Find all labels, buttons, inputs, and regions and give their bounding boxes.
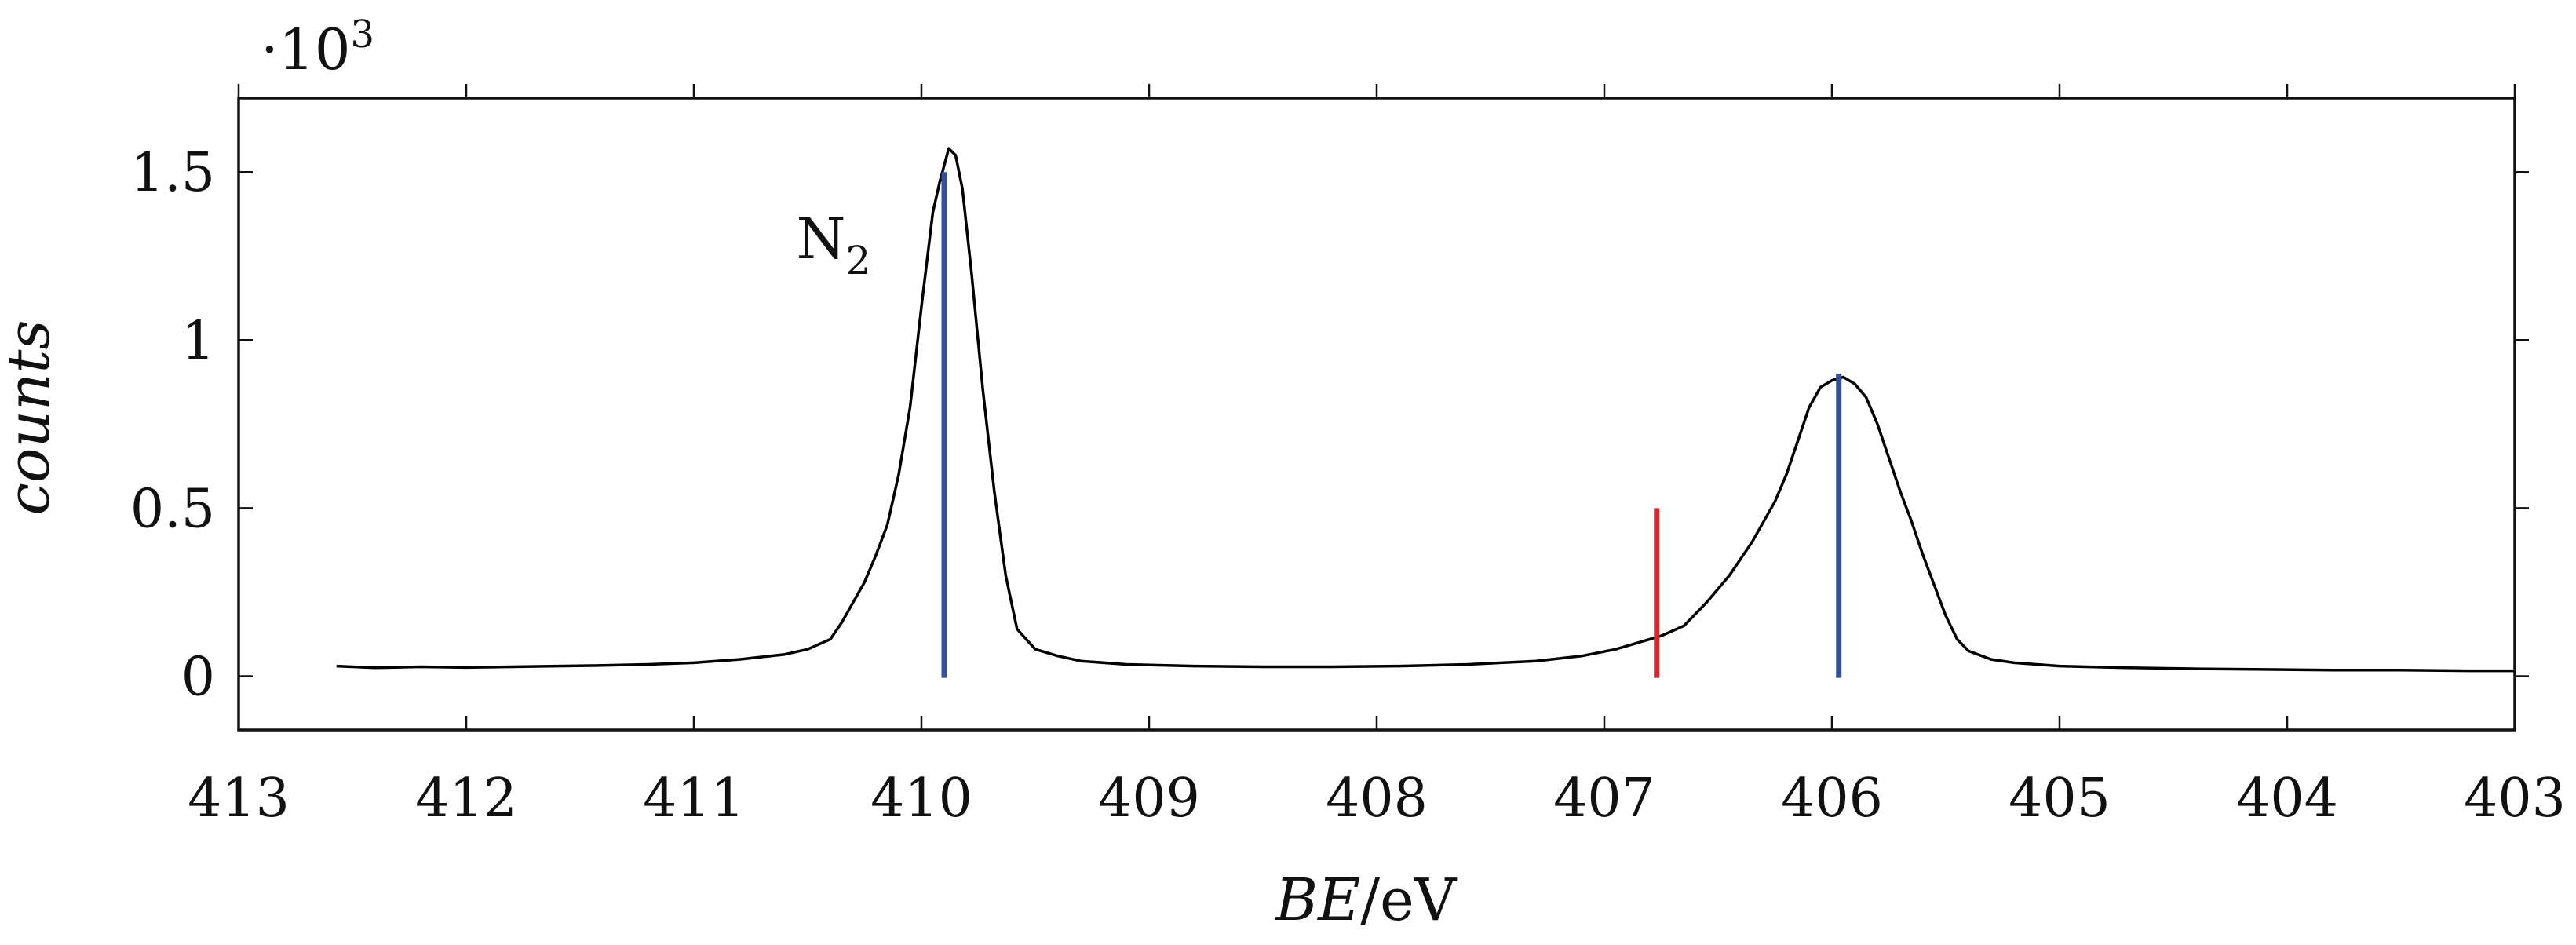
y-axis-multiplier: ·103 bbox=[261, 13, 374, 82]
x-tick-label: 403 bbox=[2464, 768, 2566, 830]
y-tick-label: 0.5 bbox=[130, 478, 215, 540]
plot-frame bbox=[237, 97, 2516, 732]
x-tick-label: 409 bbox=[1098, 768, 1200, 830]
x-tick-label: 405 bbox=[2009, 768, 2111, 830]
x-tick-label: 408 bbox=[1326, 768, 1428, 830]
tick-layer bbox=[237, 84, 2529, 730]
x-tick-label: 410 bbox=[870, 768, 972, 830]
x-tick-label: 406 bbox=[1781, 768, 1883, 830]
label-layer: 413 412 411 410 409 408 407 406 405 404 403 0 0.5 1 1.… bbox=[130, 142, 2566, 830]
x-tick-label: 407 bbox=[1553, 768, 1655, 830]
x-tick-label: 412 bbox=[415, 768, 517, 830]
x-axis-title: BE/eV bbox=[1274, 867, 1458, 934]
peak-annotation: N2 bbox=[797, 206, 871, 283]
data-layer bbox=[336, 147, 2515, 678]
y-tick-label: 1.5 bbox=[130, 142, 215, 204]
y-tick-label: 0 bbox=[181, 646, 215, 708]
y-axis-title: counts bbox=[0, 319, 63, 515]
x-tick-label: 404 bbox=[2236, 768, 2338, 830]
x-tick-label: 411 bbox=[643, 768, 745, 830]
plot-border bbox=[237, 97, 2516, 732]
x-tick-label: 413 bbox=[188, 768, 290, 830]
series-line-0 bbox=[336, 147, 2515, 673]
y-tick-label: 1 bbox=[181, 310, 215, 372]
